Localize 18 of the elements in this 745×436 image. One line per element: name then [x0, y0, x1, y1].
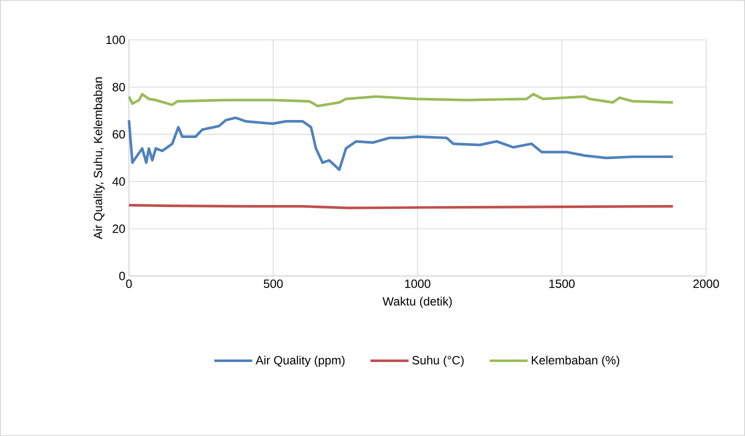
line-series [128, 92, 674, 108]
y-tick-label: 80 [112, 82, 125, 92]
x-tick-label: 1500 [549, 280, 575, 288]
x-axis-title: Waktu (detik) [382, 296, 452, 308]
y-tick-label: 40 [112, 177, 125, 186]
y-tick-label: 0 [119, 272, 125, 280]
y-axis-title: Air Quality, Suhu, Kelembaban [93, 77, 105, 240]
x-tick-label: 1000 [405, 280, 430, 288]
legend-label: Suhu (°C) [412, 356, 464, 367]
line-series [128, 116, 674, 172]
legend-label: Air Quality (ppm) [256, 356, 345, 367]
y-tick-label: 100 [106, 36, 125, 44]
y-tick-label: 20 [112, 224, 125, 234]
y-tick-label: 60 [112, 130, 125, 139]
x-tick-label: 2000 [693, 280, 719, 288]
x-tick-label: 0 [126, 280, 132, 288]
x-tick-label: 500 [264, 280, 283, 288]
legend-label: Kelembaban (%) [532, 356, 620, 367]
